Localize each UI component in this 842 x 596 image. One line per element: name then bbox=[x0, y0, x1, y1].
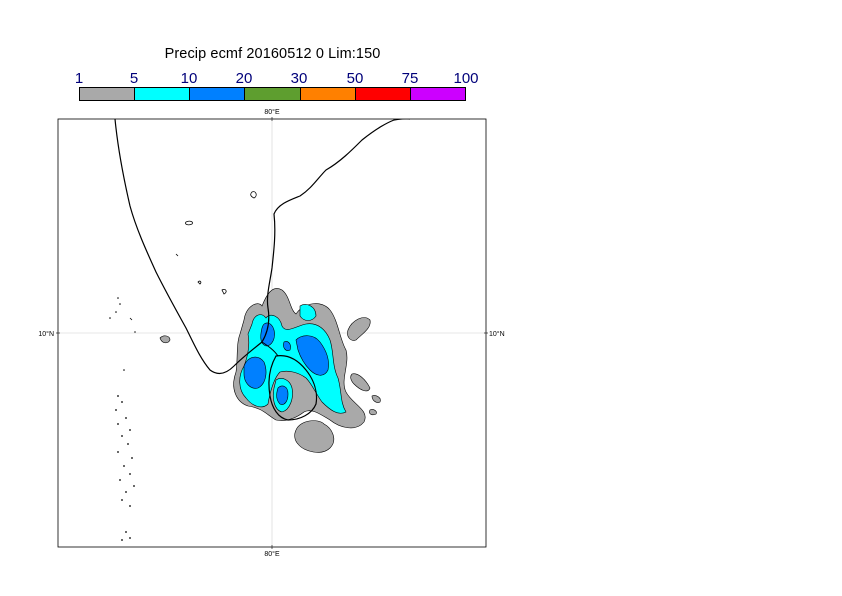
legend-label-5: 5 bbox=[129, 70, 139, 87]
legend-labels: 1 5 10 20 30 50 75 100 bbox=[0, 70, 842, 88]
minor-islands bbox=[129, 191, 257, 333]
coastline-india bbox=[114, 119, 410, 375]
lat-label-left: 10°N bbox=[38, 330, 54, 338]
legend-box-1-5 bbox=[80, 88, 136, 100]
legend-box-10-20 bbox=[190, 88, 246, 100]
legend-label-50: 50 bbox=[346, 70, 364, 87]
lon-label-top: 80°E bbox=[264, 108, 280, 116]
legend-box-50-75 bbox=[355, 88, 411, 100]
legend-box-5-10 bbox=[135, 88, 191, 100]
precip-10-20-areas bbox=[243, 322, 329, 405]
legend-label-10: 10 bbox=[180, 70, 198, 87]
legend-colorbar bbox=[79, 87, 466, 101]
legend-label-1: 1 bbox=[74, 70, 84, 87]
coastline-srilanka bbox=[268, 355, 318, 421]
legend-box-20-30 bbox=[245, 88, 301, 100]
maldives-islands bbox=[109, 297, 135, 541]
lon-label-bottom: 80°E bbox=[264, 550, 280, 558]
legend-box-30-50 bbox=[300, 88, 356, 100]
legend-label-100: 100 bbox=[453, 70, 479, 87]
legend-label-20: 20 bbox=[235, 70, 253, 87]
lat-label-right: 10°N bbox=[489, 330, 505, 338]
legend-label-75: 75 bbox=[401, 70, 419, 87]
chart-title: Precip ecmf 20160512 0 Lim:150 bbox=[164, 46, 381, 62]
legend-box-75-100 bbox=[410, 88, 465, 100]
adams-bridge bbox=[261, 341, 279, 357]
legend-label-30: 30 bbox=[290, 70, 308, 87]
